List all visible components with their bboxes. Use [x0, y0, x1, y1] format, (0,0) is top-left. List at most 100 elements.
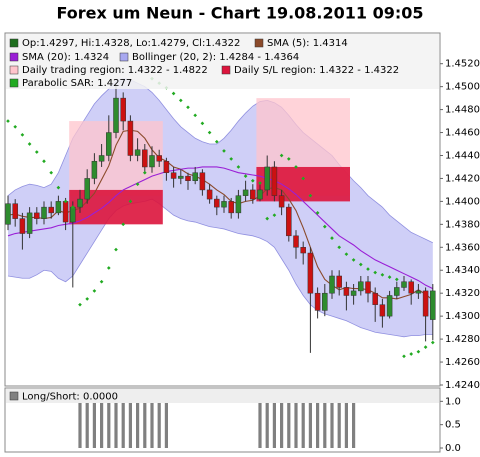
bar [308, 401, 312, 448]
y-tick-label: 1.0 [445, 396, 461, 407]
sar-dot [294, 165, 298, 169]
candle-body [120, 97, 126, 122]
sar-dot [330, 236, 334, 240]
legend-label: Daily trading region: 1.4322 - 1.4822 [22, 65, 208, 76]
candle-body [48, 206, 54, 214]
candle-body [365, 281, 371, 294]
sar-dot [178, 98, 183, 103]
candle-body [113, 97, 119, 133]
sar-dot [387, 275, 392, 279]
candle-body [430, 290, 436, 320]
sar-dot [114, 247, 118, 252]
candle-body [314, 292, 321, 311]
candle-body [264, 166, 270, 191]
candle-body [84, 178, 90, 200]
y-tick-label: 1.4280 [445, 334, 480, 345]
candle-body [221, 201, 227, 208]
legend-swatch [9, 52, 19, 62]
candle-body [401, 281, 407, 288]
y-tick-label: 1.4400 [445, 196, 480, 207]
legend-label: SMA (5): 1.4314 [267, 38, 348, 49]
y-tick-label: 1.4520 [445, 59, 480, 70]
sar-dot [214, 139, 219, 144]
candle-body [250, 189, 256, 200]
sar-dot [34, 150, 39, 154]
sar-dot [70, 205, 75, 209]
bar [128, 401, 132, 448]
legend-swatch [9, 391, 19, 401]
legend-swatch [9, 38, 19, 48]
bar [150, 401, 154, 448]
sar-dot [63, 199, 68, 204]
candle-body [257, 189, 263, 200]
sar-dot [236, 165, 241, 169]
candle-body [77, 198, 83, 208]
sar-dot [286, 157, 291, 161]
candle-body [307, 252, 314, 294]
bar [258, 401, 262, 448]
sar-dot [416, 349, 421, 354]
bar [280, 401, 284, 448]
candle-body [41, 206, 47, 219]
candle-body [5, 203, 11, 225]
sar-dot [351, 258, 356, 262]
bar [352, 401, 356, 448]
candle-body [343, 287, 350, 296]
sar-dot [207, 130, 212, 135]
sar-dot [344, 252, 349, 257]
sar-dot [301, 176, 306, 181]
sar-dot [308, 193, 313, 198]
sar-dot [358, 262, 363, 267]
bollinger-lower [7, 198, 433, 338]
candle-body [178, 175, 184, 179]
legend-label: Op:1.4297, Hi:1.4328, Lo:1.4279, Cl:1.43… [22, 38, 240, 49]
sar-dot [430, 340, 435, 345]
bar [121, 401, 125, 448]
bar [294, 401, 298, 448]
candle-body [134, 149, 141, 156]
candle-body [19, 218, 26, 234]
y-tick-label: 1.4500 [445, 82, 480, 93]
legend-swatch [221, 65, 231, 75]
candle-body [127, 120, 134, 156]
sar-dot [229, 157, 234, 161]
candle-body [286, 206, 292, 237]
sar-dot [243, 174, 248, 178]
bar [92, 401, 96, 448]
bar [85, 401, 89, 448]
bar [316, 401, 320, 448]
sar-dot [135, 182, 140, 187]
sar-dot [272, 213, 277, 218]
y-tick-label: 1.4340 [445, 265, 480, 276]
y-tick-label: 1.4380 [445, 219, 480, 230]
sar-dot [337, 245, 342, 250]
candle-body [242, 189, 249, 196]
candle-body [70, 206, 76, 223]
candle-body [185, 175, 191, 181]
bar [114, 401, 118, 448]
sar-dot [13, 124, 18, 129]
sar-dot [85, 297, 90, 301]
legend-swatch [9, 78, 19, 88]
candle-body [271, 166, 278, 196]
sar-dot [265, 216, 270, 221]
bar [301, 401, 305, 448]
sar-dot [315, 211, 320, 215]
legend-label: Bollinger (20, 2): 1.4284 - 1.4364 [132, 52, 299, 63]
sar-dot [49, 170, 54, 175]
bar [164, 401, 168, 448]
candle-body [98, 155, 105, 162]
y-tick-label: 1.4460 [445, 128, 480, 139]
indicator-line [7, 166, 434, 290]
candle-body [91, 160, 98, 179]
sar-dot [142, 170, 147, 175]
bar [107, 401, 111, 448]
candle-body [422, 290, 429, 317]
sar-dot [279, 153, 284, 158]
candle-body [329, 275, 335, 294]
bar [78, 401, 82, 448]
legend-box [6, 34, 439, 89]
sar-dot [402, 354, 406, 359]
candle-body [55, 201, 62, 214]
